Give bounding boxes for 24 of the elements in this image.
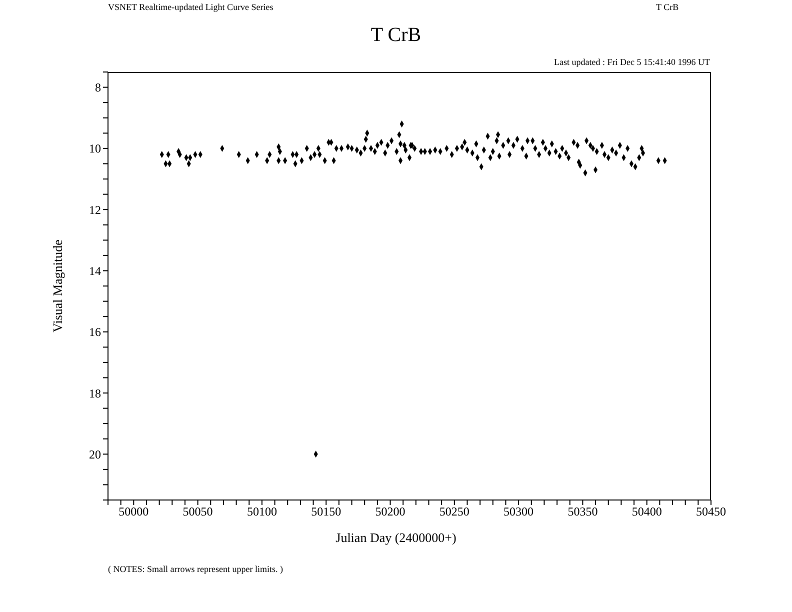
y-tick-label: 12 — [89, 202, 101, 217]
chart-title: T CrB — [370, 24, 422, 47]
text: Last updated : Fri Dec 5 15:41:40 1996 UT — [554, 57, 710, 67]
x-tick-label: 50100 — [246, 504, 277, 519]
y-tick-label: 10 — [89, 142, 101, 156]
y-axis-title: Visual Magnitude — [50, 240, 66, 332]
x-tick-label: 50050 — [182, 504, 213, 519]
y-tick-label: 20 — [89, 447, 101, 462]
x-tick-label: 50200 — [375, 504, 406, 519]
y-tick-label: 14 — [89, 264, 101, 278]
x-tick-label: 50300 — [504, 504, 534, 519]
y-tick-label: 8 — [95, 80, 101, 95]
x-axis-title: Julian Day (2400000+) — [334, 530, 458, 546]
x-tick-label: 50000 — [118, 504, 149, 519]
x-tick-label: 50250 — [439, 504, 470, 519]
text: VSNET Realtime-updated Light Curve Series — [108, 2, 274, 12]
text: T CrB — [656, 2, 679, 12]
text: ( NOTES: Small arrows represent upper limits. ) — [108, 564, 283, 574]
x-tick-label: 50400 — [632, 504, 662, 519]
x-tick-label: 50350 — [568, 504, 598, 519]
x-tick-label: 50150 — [311, 504, 342, 519]
y-tick-label: 18 — [89, 386, 101, 400]
x-tick-label: 50450 — [696, 504, 726, 519]
y-tick-label: 16 — [89, 325, 101, 340]
